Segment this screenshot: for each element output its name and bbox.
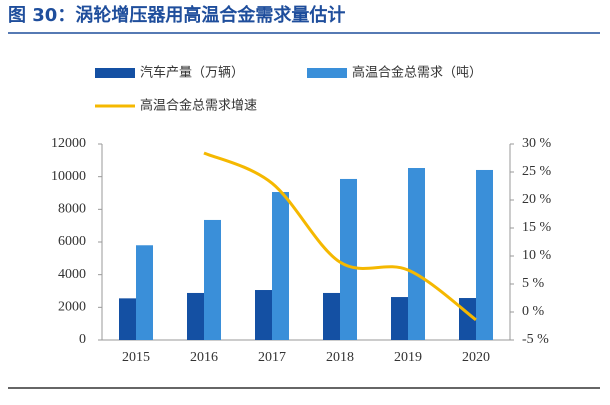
y2-tick-label: 10 % xyxy=(522,248,552,263)
y-tick-label: 6000 xyxy=(58,234,86,249)
legend-label: 汽车产量（万辆） xyxy=(140,65,244,81)
bar xyxy=(476,169,493,340)
y-tick-label: 8000 xyxy=(58,202,86,217)
y2-tick-label: -5 % xyxy=(522,332,549,347)
bar xyxy=(408,168,425,340)
chart-title: 图 30：涡轮增压器用高温合金需求量估计 xyxy=(8,4,345,26)
y2-tick-label: 30 % xyxy=(522,136,552,151)
bar xyxy=(136,245,153,340)
line xyxy=(203,151,477,322)
bar xyxy=(340,178,357,340)
y-tick-label: 10000 xyxy=(51,169,86,184)
bar xyxy=(187,292,204,340)
bar xyxy=(119,298,136,340)
bar xyxy=(272,192,289,340)
legend-label: 高温合金总需求增速 xyxy=(140,98,257,114)
y-tick-label: 0 xyxy=(79,332,86,347)
y-tick-label: 4000 xyxy=(58,267,86,282)
legend-swatch xyxy=(307,68,347,78)
x-tick-label: 2019 xyxy=(394,350,422,365)
y-tick-label: 12000 xyxy=(51,136,86,151)
x-tick-label: 2018 xyxy=(326,350,354,365)
y2-tick-label: 20 % xyxy=(522,192,552,207)
x-tick-label: 2015 xyxy=(122,350,150,365)
bar xyxy=(391,297,408,340)
legend-swatch xyxy=(95,68,135,78)
bar xyxy=(255,290,272,340)
y2-tick-label: 25 % xyxy=(522,164,552,179)
x-tick-label: 2016 xyxy=(190,350,218,365)
x-tick-label: 2017 xyxy=(258,350,286,365)
legend-label: 高温合金总需求（吨） xyxy=(352,65,482,81)
bar xyxy=(323,292,340,340)
bar xyxy=(204,219,221,340)
y2-tick-label: 5 % xyxy=(522,276,545,291)
y-tick-label: 2000 xyxy=(58,300,86,315)
y2-tick-label: 0 % xyxy=(522,304,545,319)
x-tick-label: 2020 xyxy=(462,350,490,365)
y2-tick-label: 15 % xyxy=(522,220,552,235)
